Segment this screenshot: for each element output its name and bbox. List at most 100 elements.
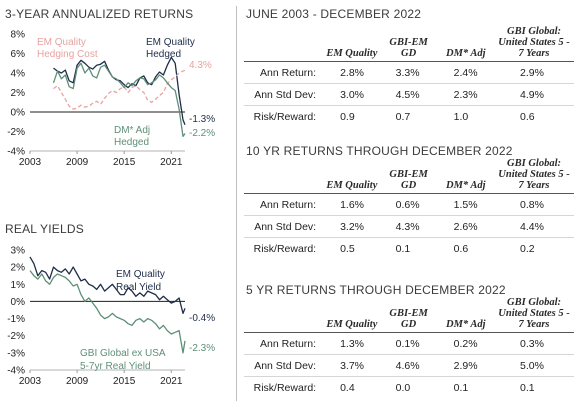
- row-label: Ann Return:: [244, 332, 325, 355]
- x-tick-label: 2009: [66, 376, 89, 387]
- y-tick-label: 8%: [11, 30, 26, 41]
- table-cell: 2.4%: [437, 61, 494, 84]
- row-label: Ann Std Dev:: [244, 215, 325, 238]
- table-cell: 3.7%: [324, 354, 380, 377]
- table-cell: 2.9%: [494, 61, 574, 84]
- returns-chart-series: [52, 56, 186, 138]
- x-tick-label: 2015: [113, 157, 136, 168]
- column-header: GBI Global: United States 5 - 7 Years: [498, 297, 570, 330]
- series-line-1: [29, 270, 186, 354]
- table-cell: 2.9%: [437, 354, 494, 377]
- table-cell: 5.0%: [494, 354, 574, 377]
- column-header: EM Quality: [326, 319, 378, 330]
- em-hedged-end-value: -1.3%: [189, 114, 215, 125]
- table-row: Ann Std Dev: 3.0% 4.5% 2.3% 4.9%: [244, 83, 574, 106]
- table-10yr-title: 10 YR RETURNS THROUGH DECEMBER 2022: [246, 144, 513, 158]
- table-cell: 4.6%: [379, 354, 438, 377]
- table-cell: 4.3%: [379, 215, 438, 238]
- y-tick-label: 0%: [11, 108, 26, 119]
- y-tick-label: -4%: [7, 147, 25, 158]
- hedge-cost-end-value: 4.3%: [189, 60, 212, 71]
- row-label: Ann Return:: [244, 193, 325, 216]
- y-tick-label: 3%: [11, 246, 26, 257]
- real-yields-chart-ticks: 3% 2% 1% 0% -1% -2% -3% -4%2003 2009 2015 2021: [7, 246, 183, 388]
- column-header: DM* Adj: [446, 180, 486, 191]
- table-row: Ann Std Dev: 3.7% 4.6% 2.9% 5.0%: [244, 354, 574, 377]
- y-tick-label: -2%: [7, 331, 25, 342]
- table-row: Ann Return: 1.6% 0.6% 1.5% 0.8%: [244, 193, 574, 216]
- column-header: DM* Adj: [446, 319, 486, 330]
- table-cell: 0.0: [379, 376, 438, 398]
- table-cell: 2.8%: [324, 61, 380, 84]
- table-cell: 1.0: [437, 105, 494, 127]
- table-cell: 0.5: [324, 237, 380, 259]
- table-cell: 3.2%: [324, 215, 380, 238]
- row-label: Risk/Reward:: [244, 376, 325, 398]
- table-corner: [244, 26, 324, 62]
- series-line-2: [52, 62, 186, 138]
- column-header: GBI-EM GD: [389, 308, 428, 330]
- y-tick-label: -1%: [7, 314, 25, 325]
- returns-chart-title: 3-YEAR ANNUALIZED RETURNS: [5, 7, 194, 21]
- table-5yr-title: 5 YR RETURNS THROUGH DECEMBER 2022: [246, 283, 506, 297]
- x-tick-label: 2009: [66, 157, 89, 168]
- table-row: Risk/Reward: 0.4 0.0 0.1 0.1: [244, 376, 574, 398]
- dm-hedged-label-line2: Hedged: [114, 137, 149, 148]
- gbi-real-yield-label-line1: GBI Global ex USA: [80, 348, 166, 359]
- column-header: GBI Global: United States 5 - 7 Years: [498, 158, 570, 191]
- series-line-0: [29, 256, 186, 315]
- table-cell: 2.3%: [437, 83, 494, 106]
- table-full-period-title: JUNE 2003 - DECEMBER 2022: [246, 7, 422, 21]
- hedge-cost-label-line2: Hedging Cost: [37, 49, 98, 60]
- real-yields-chart: 3% 2% 1% 0% -1% -2% -3% -4%2003 2009 2015 2021 EM …: [7, 246, 215, 388]
- y-tick-label: 0%: [11, 297, 26, 308]
- column-header: EM Quality: [326, 180, 378, 191]
- row-label: Ann Std Dev:: [244, 354, 325, 377]
- y-tick-label: 2%: [11, 263, 26, 274]
- table-cell: 0.6: [437, 237, 494, 259]
- table-5yr: EM Quality GBI-EM GD DM* Adj GBI Global: Un…: [244, 297, 574, 398]
- real-yields-chart-title: REAL YIELDS: [5, 222, 84, 236]
- row-label: Ann Std Dev:: [244, 83, 325, 106]
- column-header: GBI-EM GD: [389, 37, 428, 59]
- table-cell: 3.0%: [324, 83, 380, 106]
- y-tick-label: -4%: [7, 366, 25, 377]
- em-real-yield-label-line2: Real Yield: [116, 282, 161, 293]
- table-cell: 4.9%: [494, 83, 574, 106]
- table-corner: [244, 297, 324, 333]
- table-cell: 1.3%: [324, 332, 380, 355]
- table-cell: 2.6%: [437, 215, 494, 238]
- y-tick-label: 2%: [11, 88, 26, 99]
- row-label: Ann Return:: [244, 61, 325, 84]
- real-yields-chart-series: [29, 256, 186, 354]
- table-cell: 4.5%: [379, 83, 438, 106]
- column-header: DM* Adj: [446, 48, 486, 59]
- table-cell: 0.1%: [379, 332, 438, 355]
- row-label: Risk/Reward:: [244, 237, 325, 259]
- y-tick-label: 6%: [11, 49, 26, 60]
- table-row: Ann Return: 2.8% 3.3% 2.4% 2.9%: [244, 61, 574, 84]
- table-row: Ann Return: 1.3% 0.1% 0.2% 0.3%: [244, 332, 574, 355]
- dm-hedged-label-line1: DM* Adj: [114, 125, 150, 136]
- table-cell: 0.8%: [494, 193, 574, 216]
- table-cell: 0.2%: [437, 332, 494, 355]
- table-cell: 0.9: [324, 105, 380, 127]
- table-cell: 0.3%: [494, 332, 574, 355]
- column-header: EM Quality: [326, 48, 378, 59]
- table-cell: 0.6: [494, 105, 574, 127]
- row-label: Risk/Reward:: [244, 105, 325, 127]
- returns-chart-axes: [29, 111, 185, 154]
- column-header: GBI Global: United States 5 - 7 Years: [498, 26, 570, 59]
- column-header: GBI-EM GD: [389, 169, 428, 191]
- dm-hedged-end-value: -2.2%: [189, 128, 215, 139]
- y-tick-label: 1%: [11, 280, 26, 291]
- em-real-yield-end-value: -0.4%: [189, 313, 215, 324]
- panel-separator: [236, 6, 237, 401]
- table-cell: 0.2: [494, 237, 574, 259]
- table-cell: 1.6%: [324, 193, 380, 216]
- table-cell: 0.1: [437, 376, 494, 398]
- table-cell: 1.5%: [437, 193, 494, 216]
- table-full-period: EM Quality GBI-EM GD DM* Adj GBI Global: Un…: [244, 26, 574, 127]
- series-line-0: [53, 56, 186, 125]
- x-tick-label: 2015: [113, 376, 136, 387]
